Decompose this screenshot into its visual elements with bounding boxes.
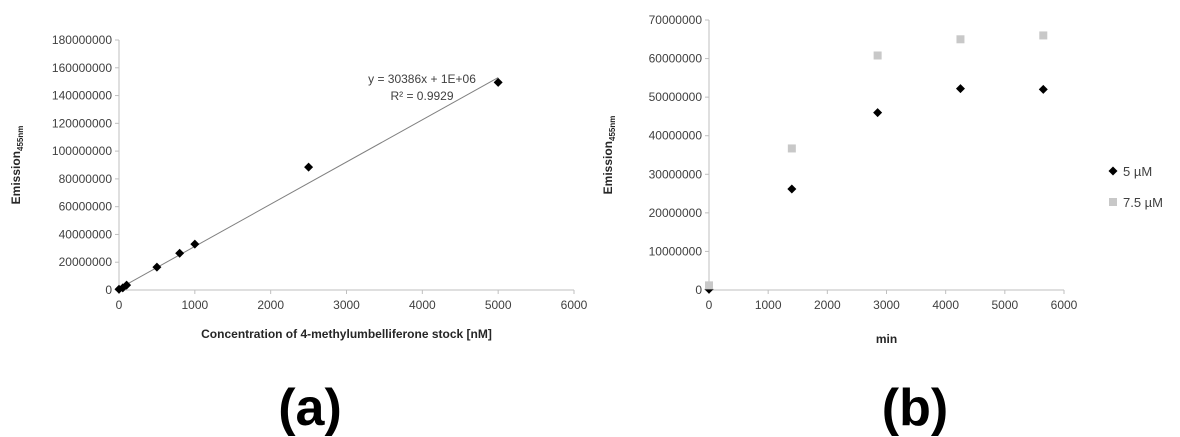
data-point [956,35,965,44]
legend-marker [1109,198,1117,206]
y-tick-label: 20000000 [59,255,113,269]
y-axis-title: Emission455nm [601,116,617,195]
legend-label: 7.5 µM [1123,195,1163,210]
x-tick-label: 1000 [755,298,782,312]
y-tick-label: 30000000 [649,167,703,181]
y-tick-label: 40000000 [59,227,113,241]
y-tick-label: 60000000 [59,200,113,214]
y-tick-label: 10000000 [649,244,703,258]
r-squared-label: R² = 0.9929 [390,89,453,103]
x-tick-label: 4000 [932,298,959,312]
data-point [122,280,132,290]
data-point [1038,84,1048,94]
data-point [873,51,882,60]
y-tick-label: 20000000 [649,206,703,220]
x-tick-label: 2000 [257,298,284,312]
x-tick-label: 6000 [1051,298,1078,312]
y-tick-label: 180000000 [52,33,112,47]
y-axis-title-subscript: 455nm [608,116,617,141]
x-tick-label: 6000 [561,298,588,312]
x-tick-label: 0 [116,298,123,312]
y-tick-label: 100000000 [52,144,112,158]
chart-a: 0 20000000 40000000 60000000 80000000 1000000… [9,33,588,437]
data-point [493,77,503,87]
data-point [190,239,200,249]
x-axis-title: Concentration of 4-methylumbelliferone s… [201,327,492,341]
y-tick-label: 80000000 [59,172,113,186]
data-point [175,248,185,258]
x-axis-title: min [876,332,897,346]
y-tick-label: 50000000 [649,90,703,104]
trendline [118,77,499,290]
legend-label: 5 µM [1123,164,1152,179]
y-tick-label: 140000000 [52,89,112,103]
y-axis-title-main: Emission [9,151,23,204]
y-tick-label: 70000000 [649,13,703,27]
data-point [787,144,796,153]
x-tick-label: 5000 [485,298,512,312]
data-point [955,84,965,94]
data-point [787,184,797,194]
data-point [152,262,162,272]
trendline-equation: y = 30386x + 1E+06 [368,72,476,86]
y-axis-title: Emission455nm [9,126,25,205]
legend-marker [1108,166,1118,176]
y-tick-label: 60000000 [649,52,703,66]
y-tick-label: 120000000 [52,116,112,130]
x-tick-label: 4000 [409,298,436,312]
x-tick-label: 3000 [333,298,360,312]
y-axis-title-subscript: 455nm [16,126,25,151]
data-point [1039,31,1048,40]
chart-b: 0 10000000 20000000 30000000 40000000 5000000… [601,13,1163,437]
x-tick-label: 3000 [873,298,900,312]
data-point [304,162,314,172]
x-tick-label: 1000 [181,298,208,312]
data-point [873,108,883,118]
y-tick-label: 40000000 [649,129,703,143]
y-tick-label: 0 [105,283,112,297]
y-tick-label: 160000000 [52,61,112,75]
panel-label: (b) [882,379,948,437]
y-tick-label: 0 [695,283,702,297]
x-tick-label: 0 [706,298,713,312]
y-axis-title-main: Emission [601,141,615,194]
x-tick-label: 5000 [991,298,1018,312]
panel-label: (a) [278,379,342,437]
x-tick-label: 2000 [814,298,841,312]
data-point [705,281,713,290]
